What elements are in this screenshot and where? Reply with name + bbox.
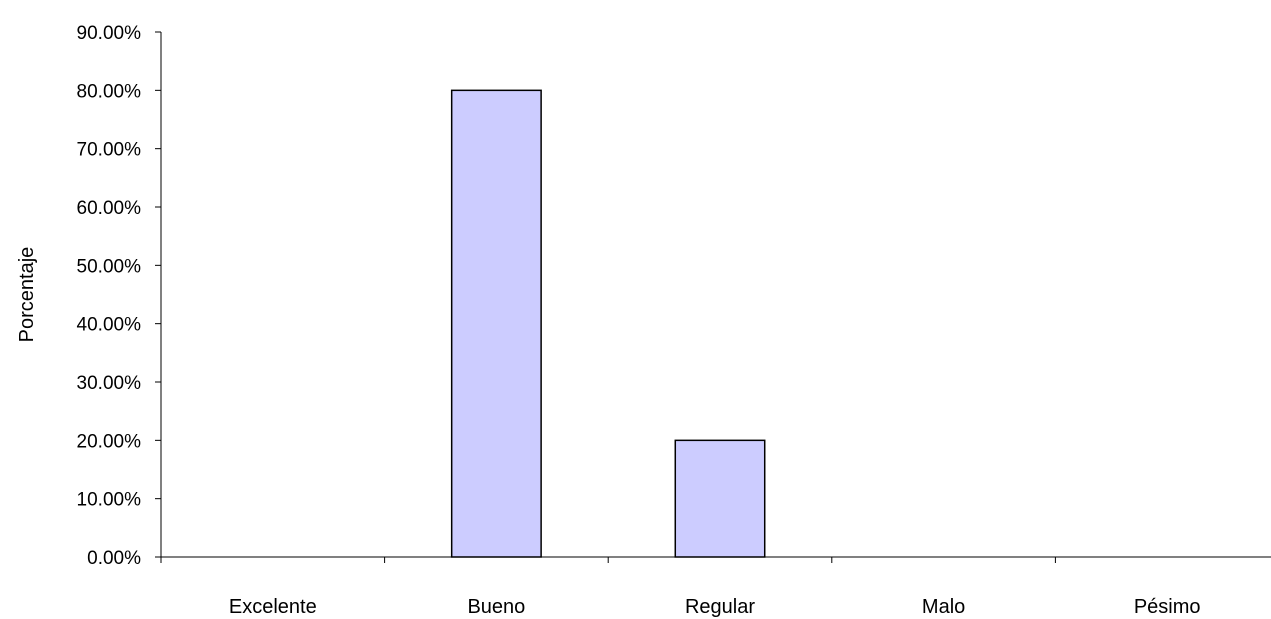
y-tick-label: 10.00% [77, 490, 142, 511]
x-category-label: Malo [922, 596, 965, 618]
x-axis-ticks: Excelente Bueno Regular Malo Pésimo [160, 557, 1201, 618]
y-tick-label: 90.00% [77, 23, 142, 44]
y-axis-title: Porcentaje [16, 247, 38, 343]
y-tick-label: 40.00% [77, 315, 142, 336]
y-tick-label: 30.00% [77, 373, 142, 394]
y-tick-label: 0.00% [87, 548, 141, 569]
y-tick-label: 20.00% [77, 431, 142, 452]
y-axis-ticks: 0.00% 10.00% 20.00% 30.00% 40.00% 50.00% 60.00… [77, 23, 161, 569]
y-tick-label: 50.00% [77, 256, 142, 277]
x-category-label: Pésimo [1134, 596, 1201, 618]
bar-bueno [450, 89, 542, 558]
bars [450, 89, 766, 558]
y-tick-label: 70.00% [77, 140, 142, 161]
y-tick-label: 80.00% [77, 81, 142, 102]
x-category-label: Excelente [229, 596, 317, 618]
y-tick-label: 60.00% [77, 198, 142, 219]
bar-regular [674, 439, 766, 558]
x-category-label: Bueno [467, 596, 525, 618]
x-category-label: Regular [685, 596, 755, 618]
